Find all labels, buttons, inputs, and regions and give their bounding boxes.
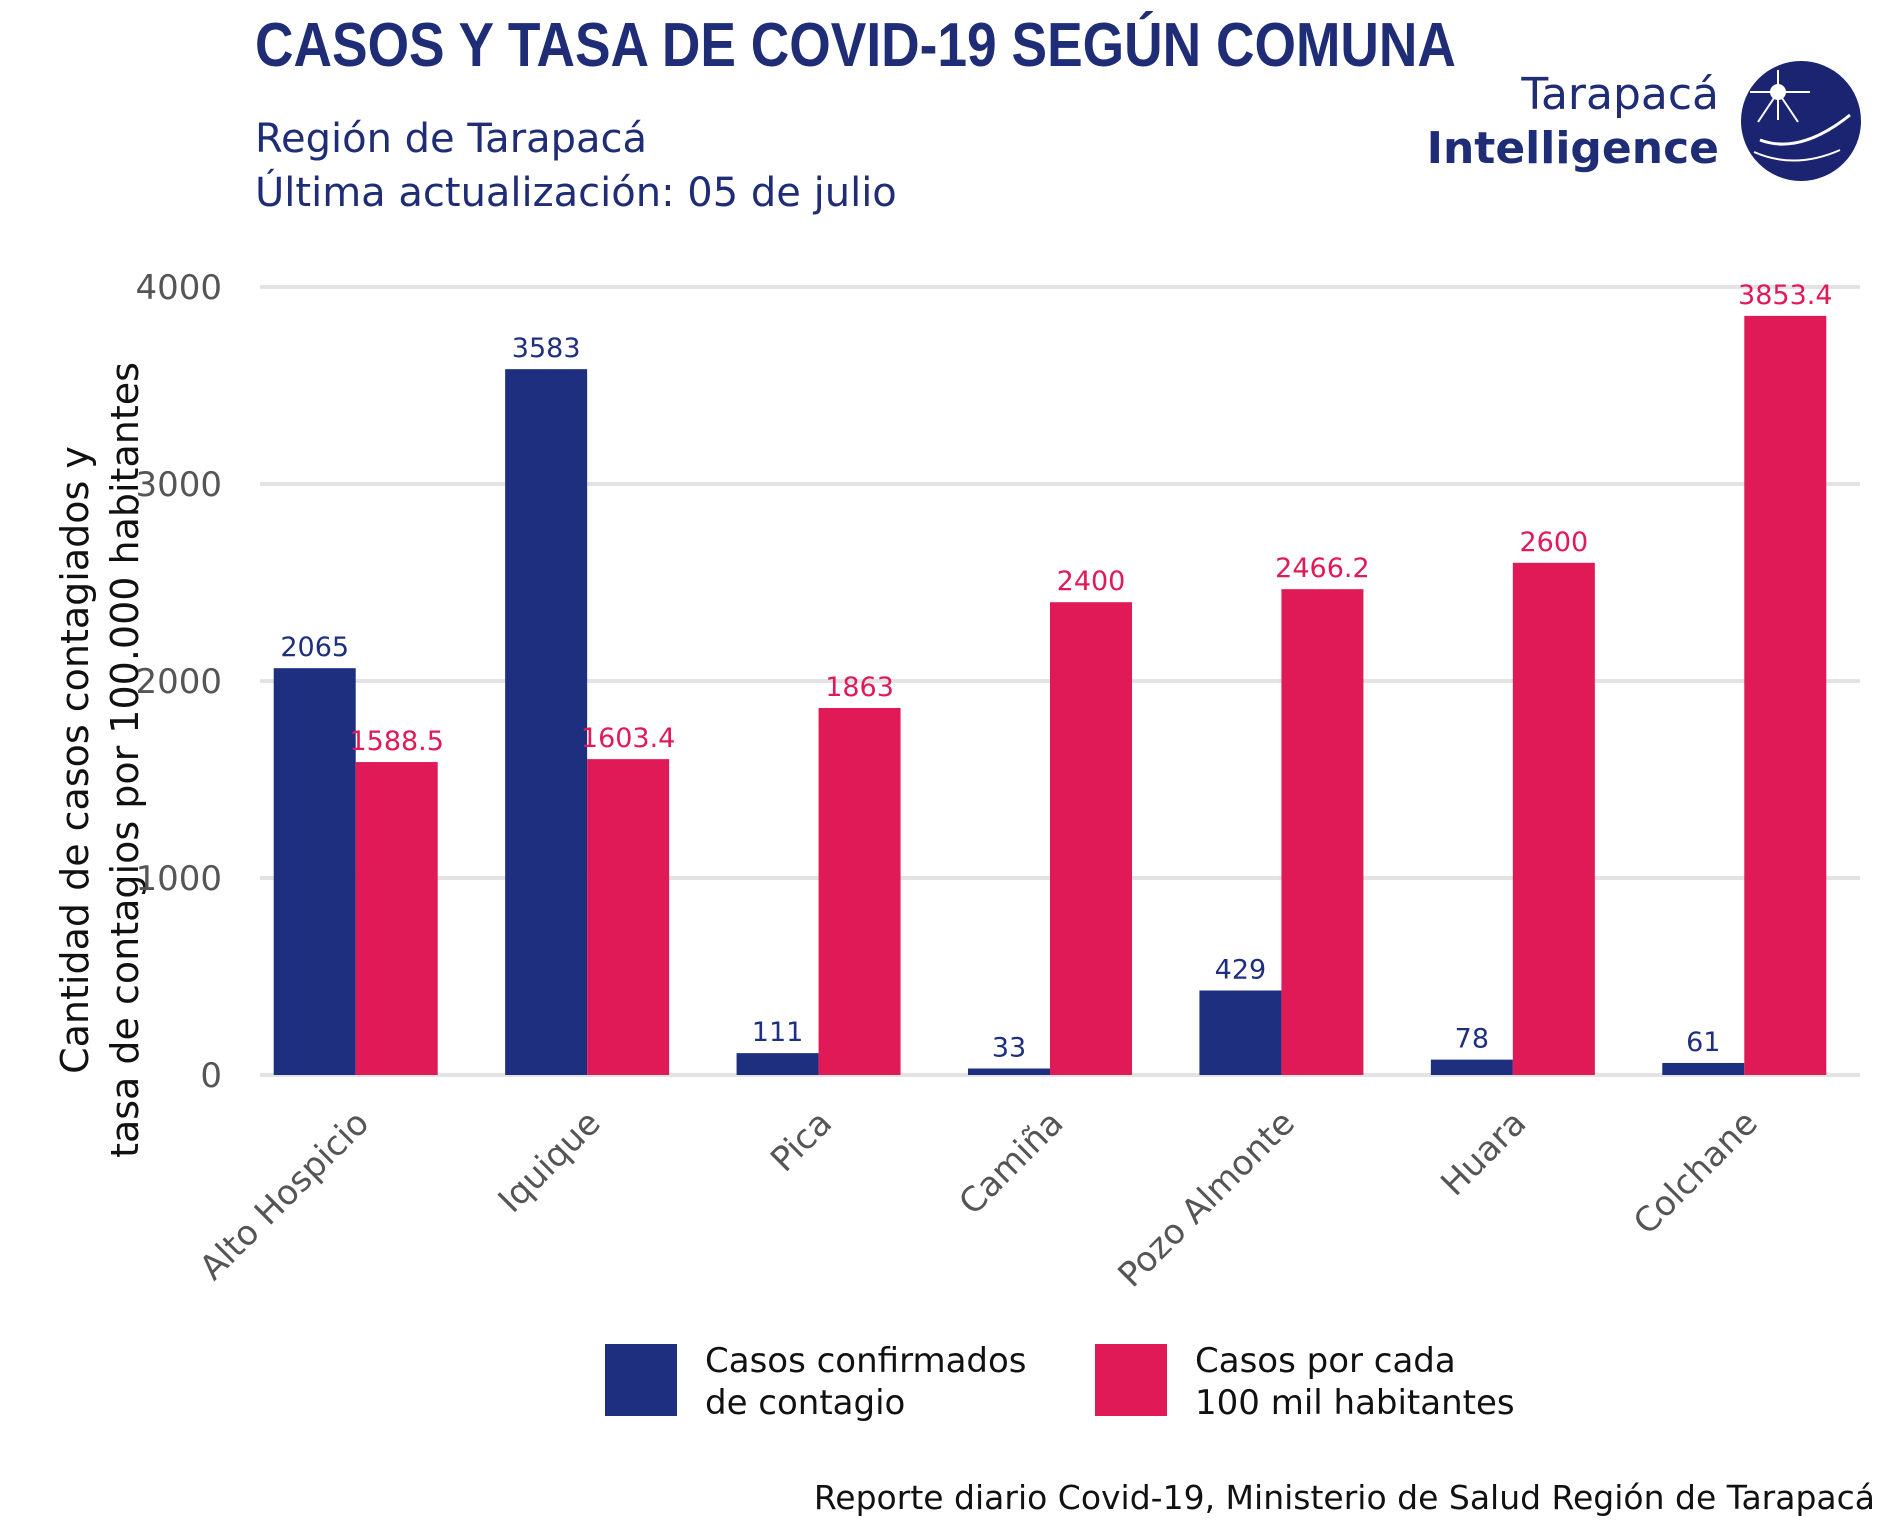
data-label: 429	[1215, 954, 1267, 985]
legend-label-rate: Casos por cada 100 mil habitantes	[1195, 1340, 1525, 1424]
globe-logo-icon	[1741, 61, 1861, 181]
data-label: 1863	[825, 672, 894, 703]
legend-swatch-cases	[605, 1344, 677, 1416]
x-tick-label: Alto Hospicio	[192, 1103, 377, 1288]
legend-swatch-rate	[1095, 1344, 1167, 1416]
data-label: 1603.4	[581, 723, 675, 754]
data-label: 61	[1686, 1027, 1720, 1058]
legend-item-cases: Casos confirmados de contagio	[605, 1340, 1035, 1424]
legend-label-cases-line1: Casos confirmados	[705, 1341, 1027, 1381]
data-label: 33	[992, 1032, 1026, 1063]
data-label: 1588.5	[349, 726, 443, 757]
legend-label-rate-line2: 100 mil habitantes	[1195, 1383, 1515, 1423]
bar	[1662, 1062, 1745, 1075]
bar	[1430, 1059, 1513, 1075]
legend: Casos confirmados de contagio Casos por …	[605, 1340, 1525, 1424]
bar	[1050, 602, 1132, 1075]
bar	[355, 762, 438, 1075]
y-tick-label: 2000	[135, 662, 222, 702]
bar	[736, 1053, 819, 1075]
x-tick-label: Pozo Almonte	[1110, 1103, 1302, 1295]
data-label: 111	[752, 1017, 804, 1048]
bar	[1512, 562, 1595, 1075]
bar	[1744, 315, 1827, 1075]
legend-label-cases-line2: de contagio	[705, 1383, 906, 1423]
source-caption: Reporte diario Covid-19, Ministerio de S…	[813, 1478, 1875, 1517]
x-tick-label: Iquique	[491, 1103, 609, 1221]
bar-chart: 0 1000 2000 3000 4000 2065 1588.5 Alto Hospicio…	[135, 268, 1860, 1295]
chart-title: CASOS Y TASA DE COVID-19 SEGÚN COMUNA	[255, 11, 1456, 80]
data-label: 3853.4	[1738, 280, 1832, 311]
data-label: 2600	[1519, 527, 1588, 558]
data-label: 2466.2	[1275, 553, 1369, 584]
bar	[1281, 589, 1364, 1075]
bar	[968, 1068, 1050, 1075]
bar	[587, 759, 670, 1075]
bar	[505, 369, 588, 1075]
subtitle-updated: Última actualización: 05 de julio	[255, 170, 897, 216]
brand-name-line1: Tarapacá	[1521, 69, 1719, 120]
x-tick-label: Colchane	[1626, 1103, 1766, 1243]
data-label: 2400	[1057, 566, 1126, 597]
legend-label-cases: Casos confirmados de contagio	[705, 1340, 1035, 1424]
x-tick-label: Huara	[1433, 1103, 1534, 1204]
chart-subtitle: Región de Tarapacá Última actualización:…	[255, 112, 897, 220]
x-tick-label: Pica	[763, 1103, 840, 1180]
brand-name-line2: Intelligence	[1426, 123, 1719, 174]
bar	[1199, 990, 1282, 1075]
data-label: 2065	[280, 632, 349, 663]
brand-logo-text: Tarapacá Intelligence	[1427, 68, 1719, 176]
y-tick-label: 3000	[135, 465, 222, 505]
legend-label-rate-line1: Casos por cada	[1195, 1341, 1456, 1381]
data-label: 78	[1455, 1024, 1489, 1055]
subtitle-region: Región de Tarapacá	[255, 116, 648, 162]
y-tick-label: 4000	[135, 268, 222, 308]
y-tick-label: 1000	[135, 859, 222, 899]
bar	[273, 668, 356, 1075]
legend-item-rate: Casos por cada 100 mil habitantes	[1095, 1340, 1525, 1424]
bar	[818, 707, 901, 1075]
x-tick-label: Camiña	[951, 1103, 1071, 1223]
y-tick-label: 0	[200, 1056, 222, 1096]
data-label: 3583	[512, 333, 581, 364]
